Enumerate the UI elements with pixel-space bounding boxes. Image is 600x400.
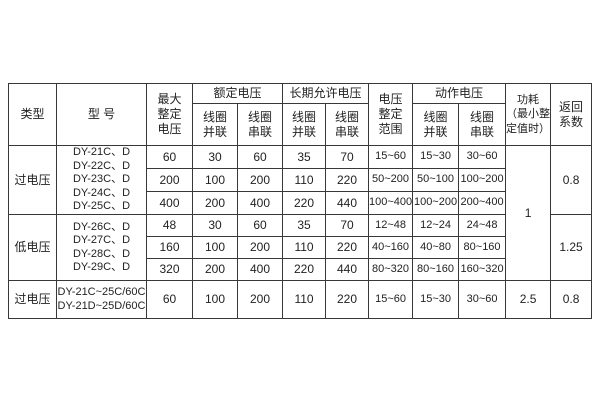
type-cell: 过电压 <box>8 145 57 215</box>
table-row: 低电压 DY-26C、D DY-27C、D DY-28C、D DY-29C、D … <box>8 214 593 281</box>
data-cell: 80~320 <box>368 258 414 281</box>
data-cell: 220 <box>282 258 327 281</box>
header-rated-coil-parallel: 线圈 并联 <box>192 103 238 146</box>
data-cell: 100 <box>192 236 238 259</box>
header-max-setting-voltage: 最大 整定 电压 <box>146 83 193 146</box>
data-cell: 200 <box>236 236 284 259</box>
return-coefficient-cell: 0.8 <box>550 280 593 319</box>
data-cell: 200 <box>236 280 284 319</box>
table-row: 过电压 DY-21C、D DY-22C、D DY-23C、D DY-24C、D … <box>8 145 593 281</box>
data-cell: 70 <box>325 214 370 237</box>
table-row: 过电压 DY-21C~25C/60C DY-21D~25D/60C 60 100… <box>8 280 593 319</box>
data-cell: 110 <box>282 236 327 259</box>
power-consumption-cell: 1 <box>505 145 552 281</box>
header-operating-coil-parallel: 线圈 并联 <box>412 103 460 146</box>
data-cell: 110 <box>282 280 327 319</box>
data-cell: 50~200 <box>368 168 414 192</box>
header-model: 型 号 <box>56 83 147 146</box>
data-cell: 200 <box>236 168 284 192</box>
data-cell: 160~320 <box>458 258 507 281</box>
data-cell: 30~60 <box>458 145 507 169</box>
return-coefficient-cell: 1.25 <box>550 214 593 281</box>
header-row-groups: 类型 型 号 最大 整定 电压 额定电压 长期允许电压 电压 整定 范围 动作电… <box>8 83 593 146</box>
header-rated-coil-series: 线圈 串联 <box>236 103 284 146</box>
data-cell: 15~30 <box>412 145 460 169</box>
data-cell: 60 <box>236 145 284 169</box>
header-long-term-allowed-voltage: 长期允许电压 <box>282 83 370 104</box>
data-cell: 12~48 <box>368 214 414 237</box>
data-cell: 100 <box>192 280 238 319</box>
data-cell: 60 <box>146 280 193 319</box>
data-cell: 24~48 <box>458 214 507 237</box>
data-cell: 35 <box>282 145 327 169</box>
type-cell: 低电压 <box>8 214 57 281</box>
data-cell: 100~400 <box>368 191 414 215</box>
data-cell: 80~160 <box>458 236 507 259</box>
data-cell: 100~200 <box>458 168 507 192</box>
type-cell: 过电压 <box>8 280 57 319</box>
data-cell: 440 <box>325 191 370 215</box>
data-cell: 100~200 <box>412 191 460 215</box>
data-cell: 400 <box>236 258 284 281</box>
table-row: 320 200 400 220 440 80~320 80~160 160~32… <box>9 258 592 281</box>
data-cell: 220 <box>325 236 370 259</box>
data-cell: 15~60 <box>368 145 414 169</box>
header-longterm-coil-series: 线圈 串联 <box>325 103 370 146</box>
data-cell: 50~100 <box>412 168 460 192</box>
data-cell: 30 <box>192 214 238 237</box>
data-cell: 110 <box>282 168 327 192</box>
data-cell: 220 <box>282 191 327 215</box>
header-row-subgroups: 线圈 并联 线圈 串联 线圈 并联 线圈 串联 线圈 并联 线圈 串联 <box>9 103 592 146</box>
data-cell: 100 <box>192 168 238 192</box>
data-cell: 80~160 <box>412 258 460 281</box>
data-cell: 200 <box>192 191 238 215</box>
table-row: 400 200 400 220 440 100~400 100~200 200~… <box>9 191 592 215</box>
data-cell: 30~60 <box>458 280 507 319</box>
data-cell: 48 <box>146 214 193 237</box>
data-cell: 220 <box>325 168 370 192</box>
data-cell: 320 <box>146 258 193 281</box>
model-cell: DY-21C~25C/60C DY-21D~25D/60C <box>56 280 147 319</box>
model-cell: DY-21C、D DY-22C、D DY-23C、D DY-24C、D DY-2… <box>56 145 147 215</box>
data-cell: 440 <box>325 258 370 281</box>
data-cell: 400 <box>236 191 284 215</box>
data-cell: 60 <box>146 145 193 169</box>
data-cell: 12~24 <box>412 214 460 237</box>
data-cell: 30 <box>192 145 238 169</box>
data-cell: 400 <box>146 191 193 215</box>
data-cell: 60 <box>236 214 284 237</box>
data-cell: 200 <box>192 258 238 281</box>
data-cell: 160 <box>146 236 193 259</box>
data-cell: 200 <box>146 168 193 192</box>
data-cell: 200~400 <box>458 191 507 215</box>
power-consumption-cell: 2.5 <box>505 280 552 319</box>
model-cell: DY-26C、D DY-27C、D DY-28C、D DY-29C、D <box>56 214 147 281</box>
header-type: 类型 <box>8 83 57 146</box>
header-operating-voltage: 动作电压 <box>412 83 507 104</box>
header-power-consumption: 功耗 （最小整 定值时） <box>505 83 552 146</box>
data-cell: 15~60 <box>368 280 414 319</box>
data-cell: 15~30 <box>412 280 460 319</box>
data-cell: 220 <box>325 280 370 319</box>
data-cell: 40~80 <box>412 236 460 259</box>
return-coefficient-cell: 0.8 <box>550 145 593 215</box>
header-rated-voltage: 额定电压 <box>191 83 284 104</box>
data-cell: 40~160 <box>368 236 414 259</box>
header-return-coefficient: 返回 系数 <box>550 83 593 146</box>
data-cell: 35 <box>282 214 327 237</box>
header-longterm-coil-parallel: 线圈 并联 <box>282 103 327 146</box>
header-operating-coil-series: 线圈 串联 <box>458 103 507 146</box>
relay-spec-table: 类型 型 号 最大 整定 电压 额定电压 长期允许电压 电压 整定 范围 动作电… <box>8 83 593 319</box>
header-voltage-setting-range: 电压 整定 范围 <box>368 83 414 146</box>
data-cell: 70 <box>325 145 370 169</box>
